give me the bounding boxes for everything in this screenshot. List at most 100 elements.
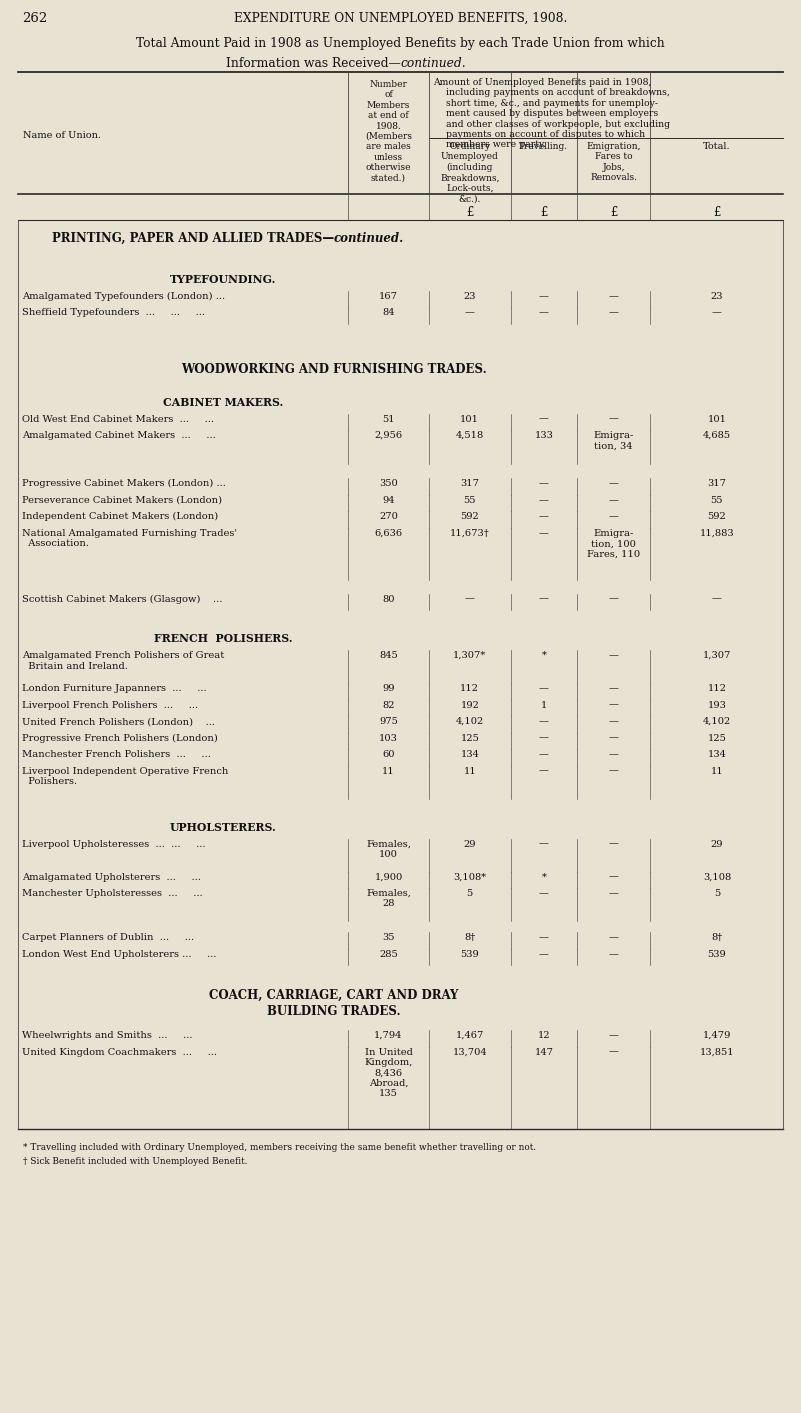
Text: —: —	[609, 750, 618, 759]
Text: 317: 317	[707, 479, 727, 489]
Text: —: —	[712, 595, 722, 603]
Text: —: —	[609, 496, 618, 504]
Text: Females,
28: Females, 28	[366, 889, 411, 909]
Text: —: —	[609, 595, 618, 603]
Text: —: —	[609, 733, 618, 743]
Text: Amalgamated Cabinet Makers  ...     ...: Amalgamated Cabinet Makers ... ...	[22, 431, 215, 439]
Text: —: —	[539, 513, 549, 521]
Text: COACH, CARRIAGE, CART AND DRAY: COACH, CARRIAGE, CART AND DRAY	[209, 988, 459, 1002]
Text: —: —	[539, 750, 549, 759]
Text: 11,883: 11,883	[699, 528, 735, 538]
Text: Amalgamated Upholsterers  ...     ...: Amalgamated Upholsterers ... ...	[22, 873, 200, 882]
Text: 8†: 8†	[464, 934, 476, 942]
Text: 3,108*: 3,108*	[453, 873, 486, 882]
Text: Travelling.: Travelling.	[519, 141, 569, 151]
Text: 1,794: 1,794	[374, 1031, 403, 1040]
Text: 317: 317	[461, 479, 479, 489]
Text: TYPEFOUNDING.: TYPEFOUNDING.	[170, 274, 276, 285]
Text: 11,673†: 11,673†	[450, 528, 489, 538]
Text: United Kingdom Coachmakers  ...     ...: United Kingdom Coachmakers ... ...	[22, 1047, 216, 1057]
Text: Liverpool Upholsteresses  ...  ...     ...: Liverpool Upholsteresses ... ... ...	[22, 839, 205, 849]
Text: 13,851: 13,851	[699, 1047, 735, 1057]
Text: 101: 101	[707, 414, 727, 424]
Text: 6,636: 6,636	[374, 528, 403, 538]
Text: 80: 80	[382, 595, 395, 603]
Text: —: —	[539, 595, 549, 603]
Text: 134: 134	[707, 750, 727, 759]
Text: 11: 11	[382, 767, 395, 776]
Text: —: —	[609, 513, 618, 521]
Text: continued.: continued.	[400, 57, 466, 71]
Text: 1,307: 1,307	[702, 651, 731, 660]
Text: —: —	[539, 292, 549, 301]
Text: 845: 845	[379, 651, 398, 660]
Text: 134: 134	[461, 750, 479, 759]
Text: £: £	[610, 206, 618, 219]
Text: National Amalgamated Furnishing Trades'
  Association.: National Amalgamated Furnishing Trades' …	[22, 528, 237, 548]
Text: Progressive Cabinet Makers (London) ...: Progressive Cabinet Makers (London) ...	[22, 479, 226, 489]
Text: Independent Cabinet Makers (London): Independent Cabinet Makers (London)	[22, 513, 218, 521]
Text: —: —	[539, 718, 549, 726]
Text: 125: 125	[707, 733, 727, 743]
Text: 193: 193	[707, 701, 727, 709]
Text: —: —	[609, 873, 618, 882]
Text: —: —	[609, 651, 618, 660]
Text: 5: 5	[714, 889, 720, 899]
Text: 103: 103	[379, 733, 398, 743]
Text: 285: 285	[379, 950, 398, 959]
Text: Amalgamated Typefounders (London) ...: Amalgamated Typefounders (London) ...	[22, 292, 225, 301]
Text: Amount of Unemployed Benefits paid in 1908,
    including payments on account of: Amount of Unemployed Benefits paid in 19…	[433, 78, 670, 150]
Text: Wheelwrights and Smiths  ...     ...: Wheelwrights and Smiths ... ...	[22, 1031, 192, 1040]
Text: 11: 11	[710, 767, 723, 776]
Text: CABINET MAKERS.: CABINET MAKERS.	[163, 397, 284, 407]
Text: 12: 12	[537, 1031, 550, 1040]
Text: 29: 29	[710, 839, 723, 849]
Text: † Sick Benefit included with Unemployed Benefit.: † Sick Benefit included with Unemployed …	[22, 1157, 248, 1166]
Text: —: —	[609, 718, 618, 726]
Text: 192: 192	[461, 701, 479, 709]
Text: Name of Union.: Name of Union.	[22, 131, 101, 140]
Text: —: —	[539, 496, 549, 504]
Text: —: —	[609, 934, 618, 942]
Text: Emigra-
tion, 34: Emigra- tion, 34	[594, 431, 634, 451]
Text: —: —	[609, 839, 618, 849]
Text: Total.: Total.	[703, 141, 731, 151]
Text: —: —	[539, 479, 549, 489]
Text: —: —	[609, 684, 618, 694]
Text: Scottish Cabinet Makers (Glasgow)    ...: Scottish Cabinet Makers (Glasgow) ...	[22, 595, 222, 603]
Text: WOODWORKING AND FURNISHING TRADES.: WOODWORKING AND FURNISHING TRADES.	[181, 363, 487, 376]
Text: 55: 55	[710, 496, 723, 504]
Text: Old West End Cabinet Makers  ...     ...: Old West End Cabinet Makers ... ...	[22, 414, 214, 424]
Text: 1,900: 1,900	[374, 873, 403, 882]
Text: EXPENDITURE ON UNEMPLOYED BENEFITS, 1908.: EXPENDITURE ON UNEMPLOYED BENEFITS, 1908…	[234, 11, 567, 25]
Text: *: *	[541, 651, 546, 660]
Text: —: —	[609, 479, 618, 489]
Text: *: *	[541, 873, 546, 882]
Text: —: —	[609, 701, 618, 709]
Text: London Furniture Japanners  ...     ...: London Furniture Japanners ... ...	[22, 684, 206, 694]
Text: —: —	[609, 292, 618, 301]
Text: 167: 167	[379, 292, 398, 301]
Text: 101: 101	[461, 414, 479, 424]
Text: Liverpool French Polishers  ...     ...: Liverpool French Polishers ... ...	[22, 701, 198, 709]
Text: 99: 99	[382, 684, 395, 694]
Text: In United
Kingdom,
8,436
Abroad,
135: In United Kingdom, 8,436 Abroad, 135	[364, 1047, 413, 1098]
Text: 4,685: 4,685	[702, 431, 731, 439]
Text: 350: 350	[379, 479, 398, 489]
Text: Perseverance Cabinet Makers (London): Perseverance Cabinet Makers (London)	[22, 496, 222, 504]
Text: 592: 592	[707, 513, 727, 521]
Text: Emigra-
tion, 100
Fares, 110: Emigra- tion, 100 Fares, 110	[587, 528, 640, 558]
Text: 55: 55	[464, 496, 476, 504]
Text: 23: 23	[710, 292, 723, 301]
Text: 82: 82	[382, 701, 395, 709]
Text: 84: 84	[382, 308, 395, 318]
Text: —: —	[539, 950, 549, 959]
Text: —: —	[539, 684, 549, 694]
Text: London West End Upholsterers ...     ...: London West End Upholsterers ... ...	[22, 950, 216, 959]
Text: 125: 125	[461, 733, 479, 743]
Text: Progressive French Polishers (London): Progressive French Polishers (London)	[22, 733, 218, 743]
Text: 975: 975	[379, 718, 398, 726]
Text: 8†: 8†	[711, 934, 723, 942]
Text: 4,102: 4,102	[456, 718, 484, 726]
Text: Number
of
Members
at end of
1908.
(Members
are males
unless
otherwise
stated.): Number of Members at end of 1908. (Membe…	[365, 81, 412, 182]
